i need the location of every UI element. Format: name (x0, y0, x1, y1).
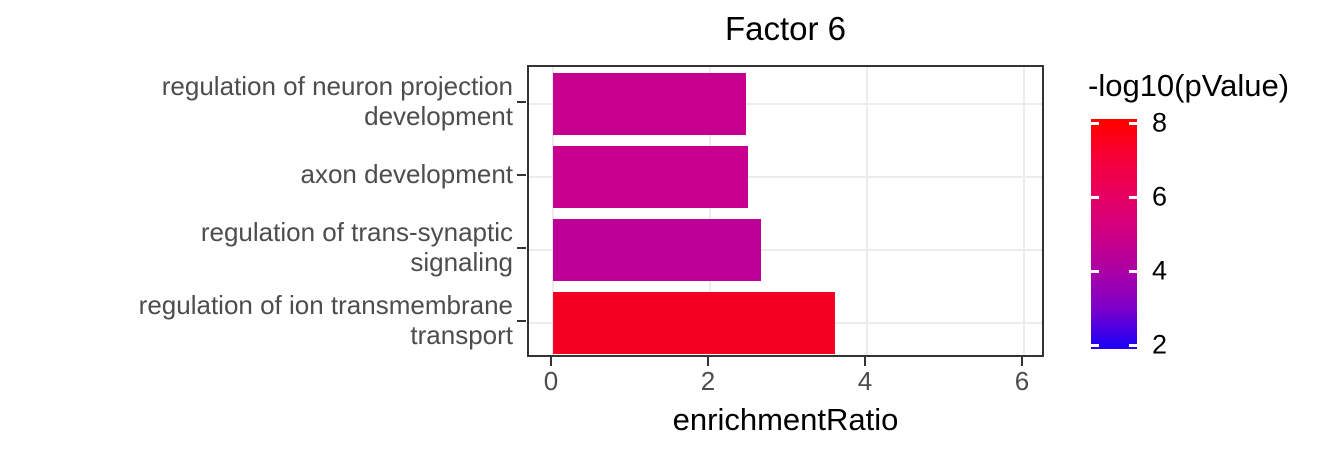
legend-tick-mark (1091, 196, 1099, 199)
grid-line-horizontal (529, 175, 1042, 178)
grid-line-vertical (1023, 67, 1025, 355)
legend-tick-mark (1129, 270, 1137, 273)
x-tick-label: 2 (700, 366, 716, 396)
x-tick-label: 6 (1014, 366, 1030, 396)
grid-line-vertical (552, 67, 554, 355)
x-tick-mark (550, 357, 552, 366)
legend-tick-label: 8 (1152, 107, 1168, 138)
legend-tick-label: 6 (1152, 181, 1168, 212)
bar (553, 218, 762, 281)
legend-colorbar (1091, 119, 1137, 349)
bar (553, 291, 835, 354)
grid-line-horizontal (529, 248, 1042, 251)
y-axis-label: regulation of neuron projection developm… (161, 71, 513, 131)
grid-line-vertical (866, 67, 868, 355)
x-tick-mark (707, 357, 709, 366)
legend-tick-label: 4 (1152, 255, 1168, 286)
bar (553, 145, 749, 208)
y-axis-label: regulation of trans-synaptic signaling (200, 217, 513, 277)
y-tick-mark (517, 319, 526, 322)
legend-tick-mark (1129, 196, 1137, 199)
y-axis-label: axon development (300, 158, 513, 189)
x-tick-label: 4 (857, 366, 873, 396)
x-tick-mark (1021, 357, 1023, 366)
legend-tick-label: 2 (1152, 329, 1168, 360)
legend-tick-mark (1091, 122, 1099, 125)
legend-title: -log10(pValue) (1088, 68, 1290, 103)
legend-tick-mark (1091, 270, 1099, 273)
plot-panel (527, 65, 1044, 357)
y-tick-mark (517, 100, 526, 103)
x-axis-title: enrichmentRatio (672, 402, 899, 437)
y-tick-mark (517, 246, 526, 249)
grid-line-horizontal (529, 102, 1042, 105)
bar (553, 72, 747, 135)
legend-tick-mark (1129, 344, 1137, 347)
grid-line-vertical (709, 67, 711, 355)
x-tick-label: 0 (543, 366, 559, 396)
legend-tick-mark (1091, 344, 1099, 347)
legend-tick-mark (1129, 122, 1137, 125)
y-axis-label: regulation of ion transmembrane transpor… (138, 290, 513, 350)
y-tick-mark (517, 173, 526, 176)
chart-title: Factor 6 (724, 10, 847, 47)
x-tick-mark (864, 357, 866, 366)
